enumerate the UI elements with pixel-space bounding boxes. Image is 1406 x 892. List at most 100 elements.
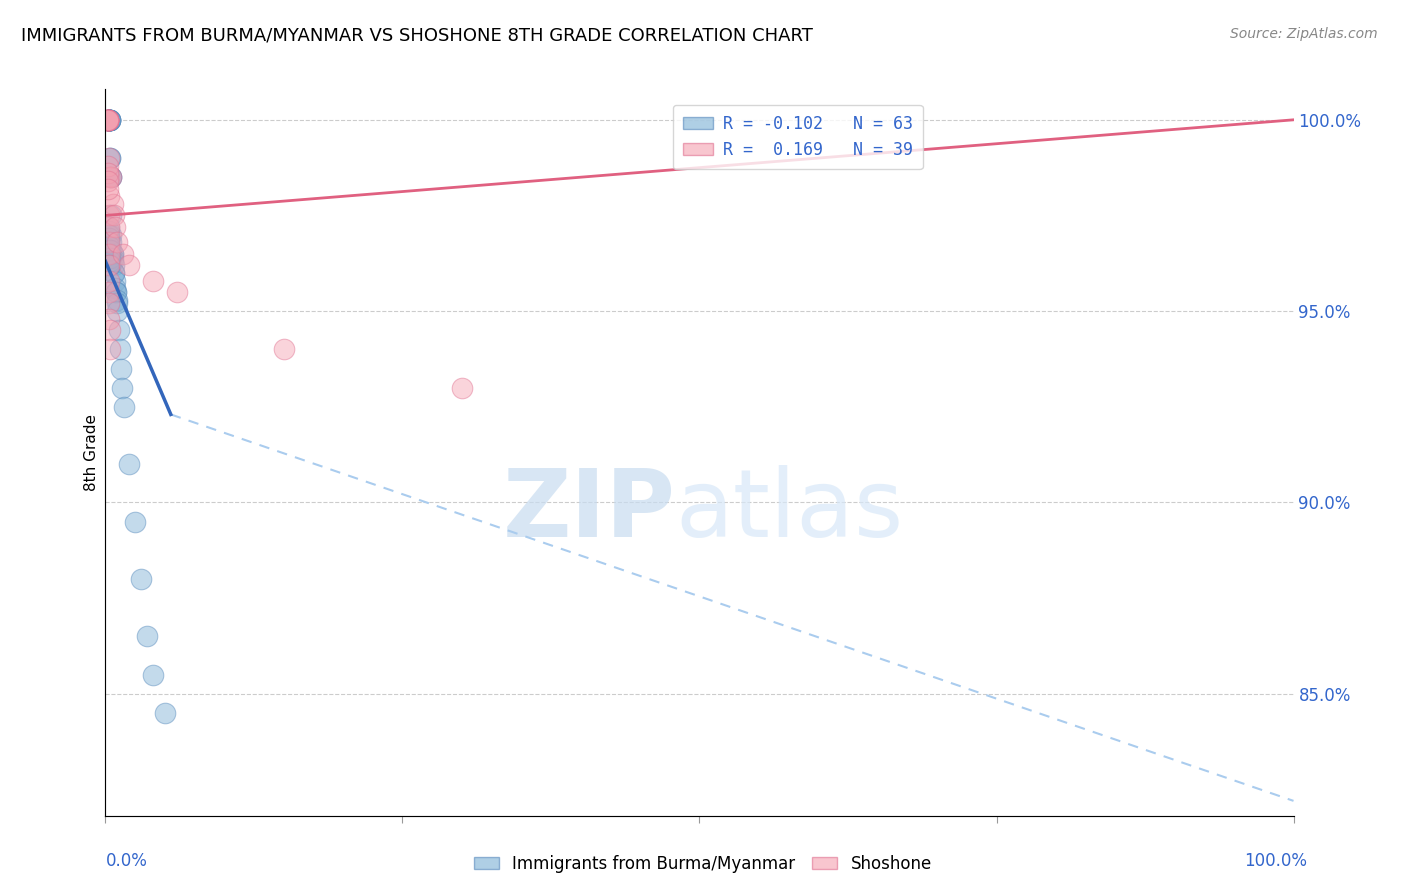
Point (101, 251, 124, 265)
Text: IMMIGRANTS FROM BURMA/MYANMAR VS SHOSHONE 8TH GRADE CORRELATION CHART: IMMIGRANTS FROM BURMA/MYANMAR VS SHOSHON… (21, 27, 813, 45)
Point (98, 112, 121, 127)
Point (108, 343, 131, 357)
Point (98, 112, 121, 127)
Point (98, 112, 121, 127)
Point (97, 159, 120, 173)
Point (273, 343, 295, 357)
Point (98, 323, 121, 337)
Point (107, 323, 129, 337)
Point (100, 170, 122, 185)
Point (97, 166, 120, 180)
Point (101, 254, 124, 268)
Point (98, 219, 121, 234)
Point (105, 296, 128, 310)
Point (98, 311, 121, 326)
Point (98, 224, 121, 238)
Text: 100.0%: 100.0% (1244, 852, 1308, 870)
Point (118, 457, 141, 471)
Point (142, 273, 165, 287)
Point (101, 197, 124, 211)
Point (98, 246, 121, 260)
Point (97, 112, 120, 127)
Point (98, 112, 121, 127)
Point (110, 361, 132, 376)
Point (105, 285, 128, 299)
Point (101, 246, 124, 260)
Point (101, 246, 124, 260)
Point (100, 170, 122, 185)
Point (100, 235, 122, 250)
Point (100, 170, 122, 185)
Point (97, 112, 120, 127)
Point (98, 258, 121, 272)
Point (98, 343, 121, 357)
Legend: R = -0.102   N = 63, R =  0.169   N = 39: R = -0.102 N = 63, R = 0.169 N = 39 (673, 104, 922, 169)
Point (98, 239, 121, 253)
Point (98, 273, 121, 287)
Point (98, 151, 121, 165)
Point (97, 182, 120, 196)
Point (98, 151, 121, 165)
Point (98, 235, 121, 250)
Point (129, 572, 152, 586)
Point (98, 112, 121, 127)
Point (98, 112, 121, 127)
Point (98, 258, 121, 272)
Point (100, 227, 122, 242)
Text: atlas: atlas (676, 465, 904, 557)
Point (105, 293, 128, 307)
Legend: Immigrants from Burma/Myanmar, Shoshone: Immigrants from Burma/Myanmar, Shoshone (467, 848, 939, 880)
Point (98, 231, 121, 245)
Point (118, 258, 141, 272)
Point (103, 209, 125, 223)
Point (98, 189, 121, 203)
Y-axis label: 8th Grade: 8th Grade (83, 414, 98, 491)
Point (166, 285, 188, 299)
Point (98, 112, 121, 127)
Point (98, 219, 121, 234)
Point (98, 112, 121, 127)
Point (98, 112, 121, 127)
Point (98, 112, 121, 127)
Point (114, 400, 136, 414)
Point (100, 209, 122, 223)
Point (450, 381, 472, 395)
Point (100, 243, 122, 257)
Point (112, 246, 135, 260)
Point (98, 251, 121, 265)
Point (104, 273, 127, 287)
Point (98, 112, 121, 127)
Point (98, 235, 121, 250)
Point (98, 227, 121, 242)
Point (103, 266, 125, 280)
Point (105, 304, 128, 318)
Point (111, 381, 134, 395)
Point (104, 219, 127, 234)
Point (97, 112, 120, 127)
Point (97, 112, 120, 127)
Point (97, 112, 120, 127)
Point (98, 112, 121, 127)
Point (105, 235, 128, 250)
Text: Source: ZipAtlas.com: Source: ZipAtlas.com (1230, 27, 1378, 41)
Point (97, 112, 120, 127)
Point (98, 112, 121, 127)
Point (98, 170, 121, 185)
Point (98, 151, 121, 165)
Point (98, 243, 121, 257)
Point (97, 174, 120, 188)
Point (98, 296, 121, 310)
Point (97, 112, 120, 127)
Point (97, 112, 120, 127)
Point (98, 246, 121, 260)
Point (153, 706, 176, 720)
Point (98, 112, 121, 127)
Text: ZIP: ZIP (503, 465, 676, 557)
Point (142, 667, 165, 681)
Point (97, 112, 120, 127)
Point (105, 285, 128, 299)
Point (97, 112, 120, 127)
Point (136, 629, 159, 643)
Point (98, 285, 121, 299)
Point (98, 112, 121, 127)
